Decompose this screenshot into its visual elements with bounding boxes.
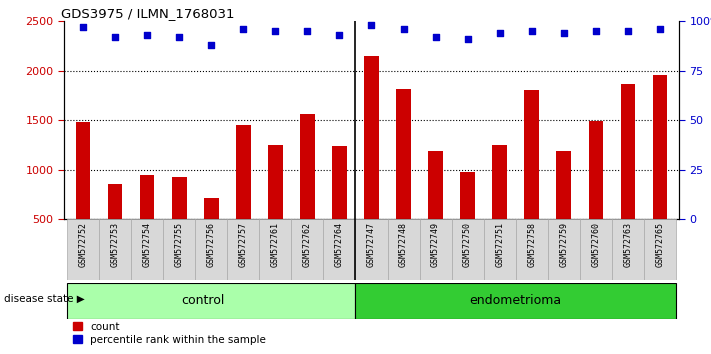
Bar	[236, 125, 250, 219]
Text: GSM572762: GSM572762	[303, 222, 312, 268]
Bar	[204, 198, 218, 219]
Text: endometrioma: endometrioma	[469, 295, 562, 307]
Point	[109, 34, 121, 40]
Text: GSM572763: GSM572763	[624, 222, 632, 268]
Bar	[108, 184, 122, 219]
Point	[558, 30, 570, 36]
Point	[173, 34, 185, 40]
Point	[365, 22, 377, 28]
Point	[462, 36, 474, 42]
Text: GSM572751: GSM572751	[495, 222, 504, 268]
Bar	[428, 151, 443, 219]
Text: disease state ▶: disease state ▶	[4, 294, 85, 304]
Bar	[589, 121, 603, 219]
Bar	[268, 145, 282, 219]
FancyBboxPatch shape	[228, 219, 260, 280]
Bar	[364, 56, 379, 219]
Bar	[653, 75, 667, 219]
Text: GSM572750: GSM572750	[463, 222, 472, 268]
Point	[205, 42, 217, 48]
Text: GSM572748: GSM572748	[399, 222, 408, 268]
FancyBboxPatch shape	[547, 219, 579, 280]
FancyBboxPatch shape	[324, 219, 356, 280]
Text: GSM572747: GSM572747	[367, 222, 376, 268]
Bar	[621, 84, 635, 219]
FancyBboxPatch shape	[356, 219, 387, 280]
Point	[622, 28, 634, 34]
Text: GSM572764: GSM572764	[335, 222, 344, 268]
FancyBboxPatch shape	[643, 219, 675, 280]
Bar	[300, 114, 315, 219]
Text: GSM572758: GSM572758	[527, 222, 536, 268]
FancyBboxPatch shape	[515, 219, 547, 280]
FancyBboxPatch shape	[356, 283, 675, 319]
Bar	[332, 146, 347, 219]
Text: GSM572756: GSM572756	[207, 222, 216, 268]
FancyBboxPatch shape	[132, 219, 164, 280]
Text: GSM572749: GSM572749	[431, 222, 440, 268]
Point	[77, 24, 89, 30]
Text: GSM572761: GSM572761	[271, 222, 280, 268]
FancyBboxPatch shape	[100, 219, 132, 280]
Text: GSM572760: GSM572760	[592, 222, 600, 268]
Bar	[461, 172, 475, 219]
Text: control: control	[181, 295, 225, 307]
Legend: count, percentile rank within the sample: count, percentile rank within the sample	[69, 317, 270, 349]
FancyBboxPatch shape	[260, 219, 292, 280]
Point	[494, 30, 506, 36]
Text: GSM572765: GSM572765	[656, 222, 664, 268]
Point	[141, 32, 153, 38]
Point	[237, 26, 249, 32]
Bar	[396, 88, 411, 219]
Bar	[557, 151, 571, 219]
Bar	[172, 177, 186, 219]
Text: GDS3975 / ILMN_1768031: GDS3975 / ILMN_1768031	[61, 7, 235, 20]
FancyBboxPatch shape	[419, 219, 451, 280]
Point	[301, 28, 313, 34]
Text: GSM572752: GSM572752	[79, 222, 87, 268]
Bar	[140, 175, 154, 219]
Text: GSM572754: GSM572754	[143, 222, 151, 268]
Text: GSM572757: GSM572757	[239, 222, 248, 268]
FancyBboxPatch shape	[451, 219, 483, 280]
FancyBboxPatch shape	[164, 219, 196, 280]
Text: GSM572759: GSM572759	[559, 222, 568, 268]
FancyBboxPatch shape	[292, 219, 324, 280]
Point	[526, 28, 538, 34]
FancyBboxPatch shape	[579, 219, 611, 280]
Point	[590, 28, 602, 34]
FancyBboxPatch shape	[387, 219, 419, 280]
Point	[430, 34, 442, 40]
Text: GSM572755: GSM572755	[175, 222, 184, 268]
Point	[398, 26, 410, 32]
Text: GSM572753: GSM572753	[111, 222, 119, 268]
FancyBboxPatch shape	[196, 219, 228, 280]
FancyBboxPatch shape	[611, 219, 643, 280]
Point	[654, 26, 665, 32]
FancyBboxPatch shape	[68, 219, 100, 280]
FancyBboxPatch shape	[483, 219, 515, 280]
Point	[269, 28, 281, 34]
Bar	[525, 90, 539, 219]
Bar	[493, 145, 507, 219]
FancyBboxPatch shape	[68, 283, 356, 319]
Bar	[76, 122, 90, 219]
Point	[333, 32, 345, 38]
